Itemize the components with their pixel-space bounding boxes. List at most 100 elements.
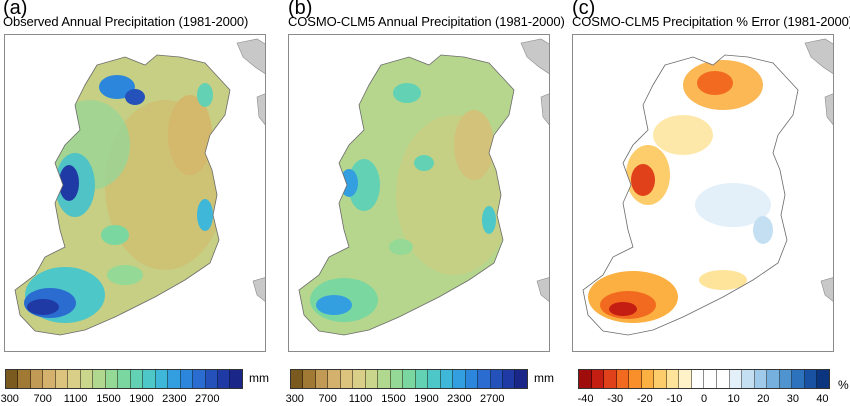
colorbar-swatch <box>217 370 231 388</box>
panel-observed: (a) Observed Annual Precipitation (1981-… <box>0 0 283 406</box>
colorbar-tick-label: 30 <box>786 393 799 405</box>
colorbar-tick-label: -10 <box>666 393 683 405</box>
colorbar-swatch <box>691 370 705 388</box>
colorbar-swatch <box>68 370 81 388</box>
colorbar-swatch <box>742 370 755 388</box>
colorbar-tick-label: 40 <box>816 393 829 405</box>
colorbar-tick-label: 1500 <box>96 393 121 405</box>
colorbar-swatch <box>817 370 829 388</box>
panel-letter: (b) <box>288 0 313 19</box>
colorbar-tick-label: 300 <box>285 393 304 405</box>
colorbar-swatch <box>654 370 667 388</box>
colorbar-swatch <box>779 370 793 388</box>
colorbar-swatch <box>704 370 718 388</box>
colorbar-swatch <box>453 370 466 388</box>
colorbar-swatch <box>43 370 56 388</box>
colorbar-swatch <box>93 370 106 388</box>
colorbar-swatch <box>591 370 605 388</box>
colorbar-unit: % <box>838 378 849 392</box>
colorbar-tick-label: 10 <box>727 393 740 405</box>
colorbar-tick-label: 700 <box>318 393 337 405</box>
colorbar-swatch <box>440 370 454 388</box>
colorbar-swatch <box>792 370 805 388</box>
colorbar-tick-label: -40 <box>577 393 594 405</box>
colorbar-swatch <box>6 370 19 388</box>
colorbar-swatch <box>604 370 617 388</box>
colorbar-swatch <box>717 370 730 388</box>
colorbar-swatch <box>378 370 391 388</box>
colorbar-swatch <box>478 370 491 388</box>
colorbar-unit: mm <box>249 371 269 385</box>
colorbar-swatch <box>390 370 404 388</box>
colorbar-swatch <box>428 370 441 388</box>
colorbar-tick-label: 2300 <box>162 393 187 405</box>
colorbar-tick-label: 1500 <box>381 393 406 405</box>
panel-model: (b) COSMO-CLM5 Annual Precipitation (198… <box>285 0 568 406</box>
colorbar-swatch <box>754 370 768 388</box>
colorbar-swatch <box>515 370 527 388</box>
colorbar-swatch <box>641 370 655 388</box>
colorbar-swatch <box>18 370 31 388</box>
colorbar-swatch <box>291 370 304 388</box>
colorbar-tick-label: 1100 <box>348 393 373 405</box>
colorbar-tick-label: -30 <box>607 393 624 405</box>
colorbar-swatch <box>465 370 479 388</box>
colorbar-tick-label: 0 <box>700 393 708 405</box>
colorbar-tick-label: -20 <box>636 393 653 405</box>
colorbar-swatch <box>629 370 642 388</box>
colorbar-tick-label: 1900 <box>414 393 439 405</box>
panel-title: Observed Annual Precipitation (1981-2000… <box>3 14 249 29</box>
colorbar-swatch <box>315 370 329 388</box>
colorbar-swatch <box>180 370 194 388</box>
colorbar-tick-label: 20 <box>757 393 770 405</box>
colorbar-model <box>290 369 528 389</box>
colorbar-swatch <box>168 370 181 388</box>
colorbar-swatch <box>193 370 206 388</box>
colorbar-swatch <box>490 370 503 388</box>
ireland-map <box>582 38 833 336</box>
colorbar-swatch <box>143 370 156 388</box>
colorbar-tick-label: 1100 <box>63 393 88 405</box>
colorbar-swatch <box>579 370 592 388</box>
colorbar-swatch <box>365 370 379 388</box>
colorbar-tick-label: 1900 <box>129 393 154 405</box>
colorbar-swatch <box>403 370 416 388</box>
colorbar-swatch <box>679 370 692 388</box>
colorbar-swatch <box>502 370 516 388</box>
colorbar-tick-label: 2700 <box>480 393 505 405</box>
map-model <box>288 34 550 352</box>
colorbar-swatch <box>666 370 680 388</box>
panel-title: COSMO-CLM5 Annual Precipitation (1981-20… <box>288 14 565 29</box>
colorbar-tick-label: 300 <box>0 393 19 405</box>
panel-title: COSMO-CLM5 Precipitation % Error (1981-2… <box>572 14 850 29</box>
map-error <box>572 34 834 352</box>
colorbar-swatch <box>55 370 69 388</box>
colorbar-swatch <box>804 370 818 388</box>
colorbar-swatch <box>303 370 316 388</box>
colorbar-swatch <box>353 370 366 388</box>
panel-error: (c) COSMO-CLM5 Precipitation % Error (19… <box>572 0 850 406</box>
colorbar-swatch <box>130 370 144 388</box>
ireland-map <box>298 38 549 336</box>
colorbar-error <box>578 369 830 389</box>
colorbar-swatch <box>230 370 242 388</box>
colorbar-tick-label: 2700 <box>195 393 220 405</box>
colorbar-swatch <box>616 370 630 388</box>
colorbar-swatch <box>30 370 44 388</box>
colorbar-tick-label: 700 <box>33 393 52 405</box>
colorbar-swatch <box>415 370 429 388</box>
colorbar-tick-label: 2300 <box>447 393 472 405</box>
colorbar-observed <box>5 369 243 389</box>
colorbar-swatch <box>767 370 780 388</box>
colorbar-swatch <box>118 370 131 388</box>
colorbar-swatch <box>340 370 354 388</box>
ireland-map <box>14 38 265 336</box>
colorbar-swatch <box>328 370 341 388</box>
panel-letter: (c) <box>572 0 596 19</box>
colorbar-swatch <box>105 370 119 388</box>
colorbar-unit: mm <box>534 371 554 385</box>
map-observed <box>4 34 266 352</box>
colorbar-swatch <box>80 370 94 388</box>
colorbar-swatch <box>729 370 743 388</box>
colorbar-swatch <box>155 370 169 388</box>
